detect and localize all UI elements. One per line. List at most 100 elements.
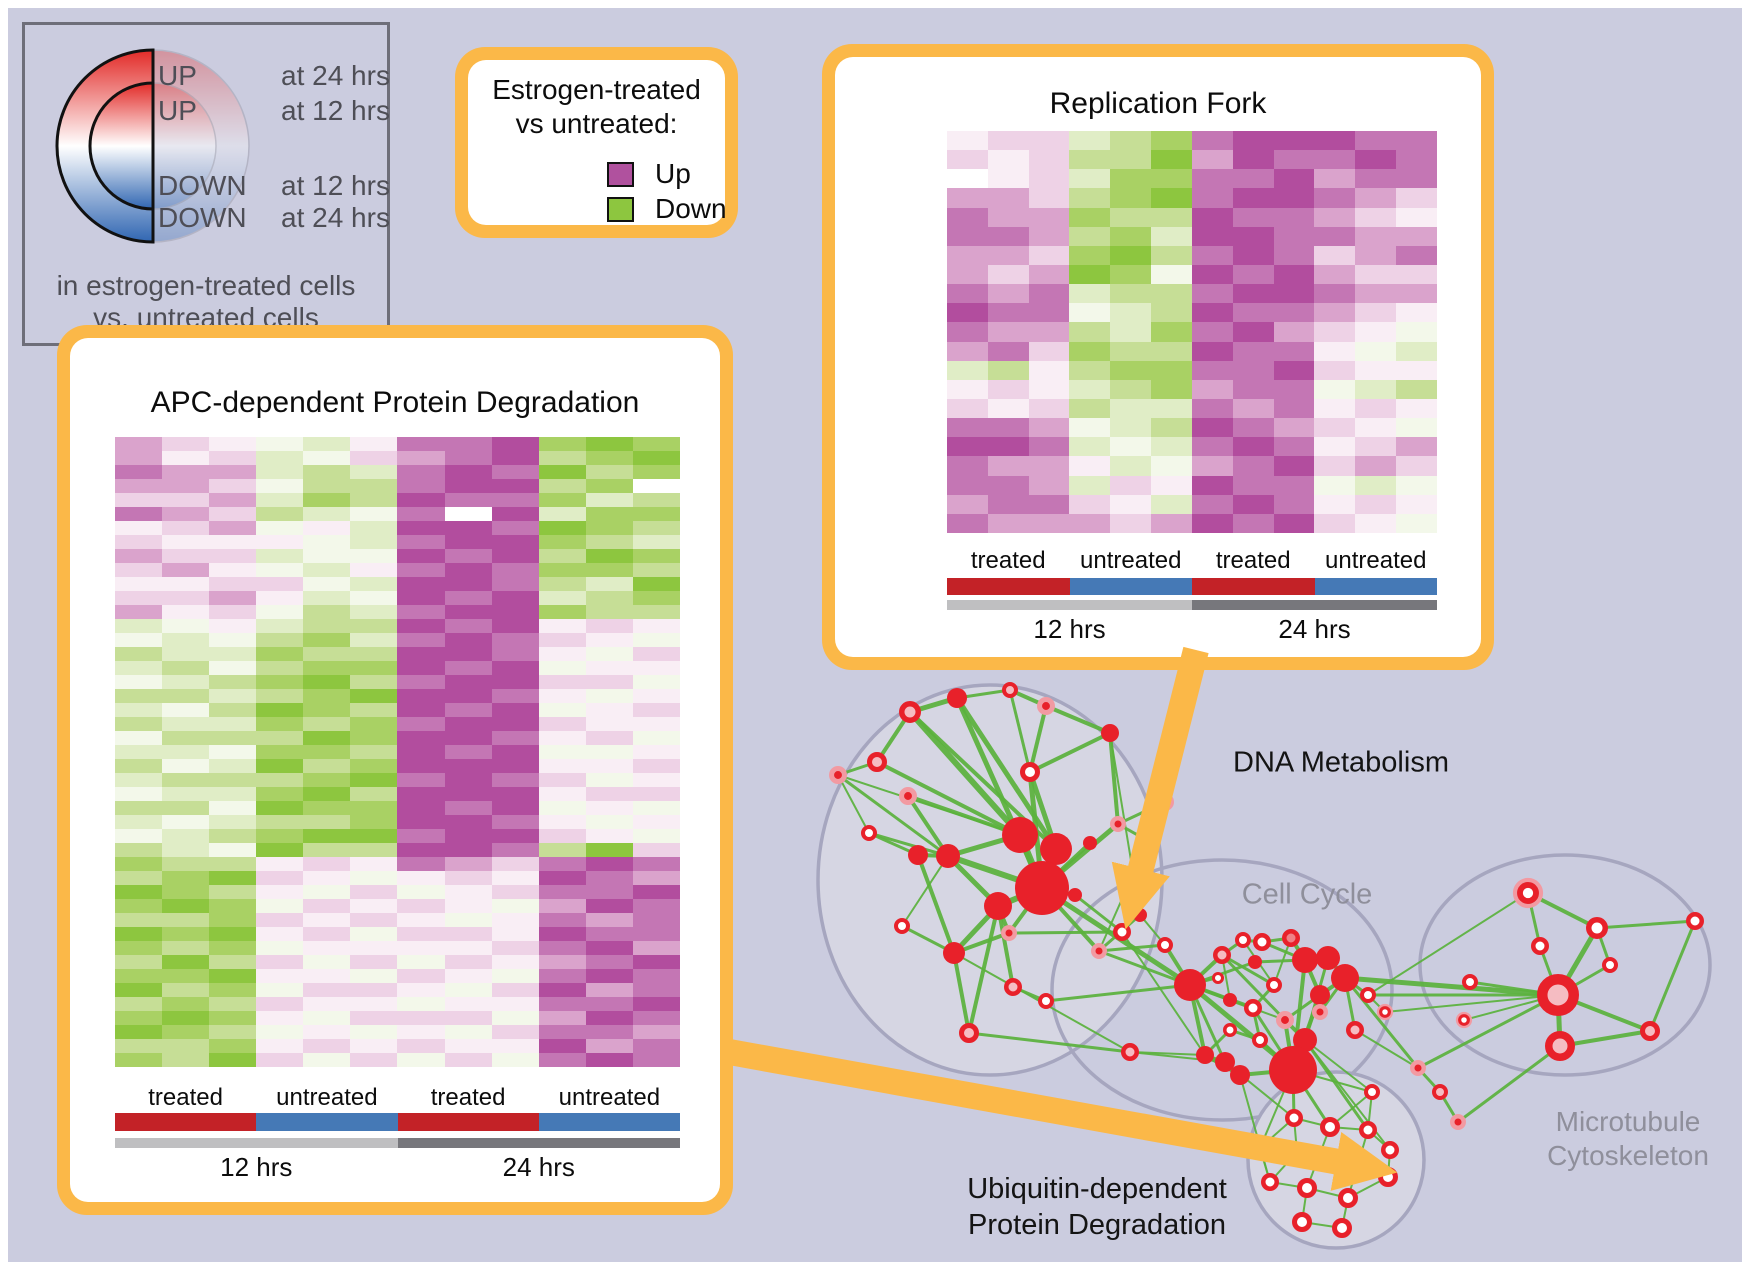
heatmap-cell	[585, 1053, 633, 1067]
heatmap-cell	[538, 773, 586, 787]
heatmap-cell	[1191, 245, 1233, 265]
heatmap-cell	[947, 418, 988, 438]
heatmap-cell	[303, 577, 351, 591]
heatmap-cell	[538, 451, 586, 465]
heatmap-cell	[491, 955, 539, 969]
heatmap-cell	[256, 1053, 304, 1067]
heatmap-cell	[303, 717, 351, 731]
heatmap-cell	[491, 787, 539, 801]
heatmap-cell	[397, 1053, 445, 1067]
heatmap-cell	[397, 913, 445, 927]
heatmap-cell	[1396, 188, 1437, 208]
heatmap-cell	[162, 479, 210, 493]
up-item-label: Up	[655, 158, 691, 189]
heatmap-cell	[1273, 379, 1315, 399]
heatmap-cell	[1273, 226, 1315, 246]
heatmap-cell	[1151, 398, 1192, 419]
heatmap-cell	[1191, 418, 1233, 438]
heatmap-cell	[444, 703, 492, 717]
heatmap-cell	[1355, 150, 1397, 170]
legend-item-up: Up	[607, 158, 691, 190]
heatmap-cell	[444, 675, 492, 689]
replication-fork-heatmap	[947, 131, 1437, 533]
heatmap-cell	[162, 493, 210, 507]
heatmap-cell	[444, 759, 492, 773]
heatmap-cell	[397, 997, 445, 1011]
heatmap-cell	[1110, 379, 1152, 399]
heatmap-cell	[350, 829, 398, 843]
heatmap-cell	[1191, 437, 1233, 457]
heatmap-cell	[585, 955, 633, 969]
heatmap-cell	[397, 717, 445, 731]
heatmap-cell	[1396, 284, 1437, 304]
heatmap-cell	[1273, 418, 1315, 438]
heatmap-cell	[987, 150, 1029, 170]
heatmap-cell	[491, 689, 539, 703]
heatmap-cell	[632, 843, 680, 857]
heatmap-cell	[1314, 360, 1356, 380]
heatmap-cell	[209, 591, 257, 605]
heatmap-cell	[1314, 150, 1356, 170]
heatmap-cell	[632, 451, 680, 465]
heatmap-cell	[491, 549, 539, 563]
heatmap-cell	[632, 913, 680, 927]
heatmap-cell	[303, 465, 351, 479]
heatmap-cell	[947, 303, 988, 323]
heatmap-cell	[491, 899, 539, 913]
heatmap-cell	[397, 941, 445, 955]
heatmap-cell	[491, 759, 539, 773]
heatmap-cell	[256, 997, 304, 1011]
heatmap-cell	[491, 801, 539, 815]
heatmap-cell	[585, 1025, 633, 1039]
heatmap-cell	[538, 913, 586, 927]
heatmap-cell	[1028, 379, 1070, 399]
heatmap-cell	[538, 843, 586, 857]
heatmap-cell	[1191, 322, 1233, 342]
heatmap-cell	[209, 507, 257, 521]
heatmap-cell	[115, 437, 163, 451]
heatmap-cell	[162, 941, 210, 955]
heatmap-cell	[1232, 226, 1274, 246]
heatmap-cell	[444, 913, 492, 927]
heatmap-cell	[209, 437, 257, 451]
heatmap-cell	[303, 773, 351, 787]
heatmap-cell	[256, 899, 304, 913]
heatmap-cell	[209, 605, 257, 619]
heatmap-cell	[115, 969, 163, 983]
heatmap-cell	[632, 437, 680, 451]
heatmap-cell	[303, 899, 351, 913]
heatmap-cell	[397, 479, 445, 493]
down-label: DOWN	[158, 202, 247, 233]
heatmap-cell	[350, 689, 398, 703]
heatmap-cell	[397, 815, 445, 829]
heatmap-cell	[1396, 322, 1437, 342]
heatmap-cell	[209, 857, 257, 871]
apc-heatmap	[115, 437, 680, 1067]
heatmap-cell	[585, 941, 633, 955]
heatmap-cell	[115, 703, 163, 717]
group-label: untreated	[558, 1084, 661, 1111]
heatmap-cell	[115, 717, 163, 731]
heatmap-cell	[303, 857, 351, 871]
group-label: untreated	[1080, 547, 1182, 574]
up-label: UP	[158, 60, 197, 91]
heatmap-cell	[256, 773, 304, 787]
heatmap-cell	[947, 456, 988, 476]
heatmap-cell	[491, 605, 539, 619]
untreated-bar-segment	[538, 1113, 680, 1131]
heatmap-cell	[162, 521, 210, 535]
heatmap-cell	[538, 465, 586, 479]
heatmap-cell	[947, 207, 988, 227]
heatmap-cell	[491, 1053, 539, 1067]
heatmap-cell	[632, 507, 680, 521]
heatmap-cell	[350, 899, 398, 913]
heatmap-cell	[987, 131, 1029, 151]
heatmap-cell	[1232, 150, 1274, 170]
heatmap-cell	[632, 1025, 680, 1039]
heatmap-cell	[1191, 284, 1233, 304]
heatmap-cell	[1110, 284, 1152, 304]
heatmap-cell	[209, 465, 257, 479]
heatmap-cell	[1191, 226, 1233, 246]
heatmap-cell	[1396, 303, 1437, 323]
heatmap-cell	[397, 745, 445, 759]
